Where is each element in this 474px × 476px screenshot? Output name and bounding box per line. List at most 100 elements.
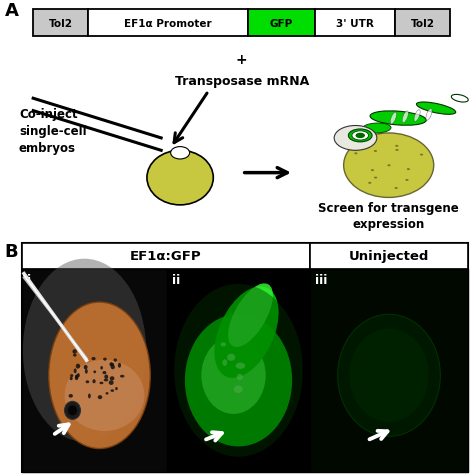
Ellipse shape — [70, 377, 73, 380]
Text: EF1α Promoter: EF1α Promoter — [124, 19, 212, 29]
Ellipse shape — [354, 153, 357, 155]
Ellipse shape — [348, 129, 372, 143]
FancyBboxPatch shape — [315, 10, 395, 37]
Ellipse shape — [227, 354, 235, 361]
Ellipse shape — [104, 379, 108, 382]
Ellipse shape — [426, 109, 432, 121]
FancyBboxPatch shape — [22, 243, 468, 472]
Ellipse shape — [147, 151, 213, 206]
FancyBboxPatch shape — [22, 269, 167, 472]
Ellipse shape — [221, 343, 226, 347]
Ellipse shape — [349, 329, 428, 422]
Ellipse shape — [420, 154, 423, 156]
Ellipse shape — [352, 131, 369, 141]
Ellipse shape — [70, 374, 73, 377]
Text: 3' UTR: 3' UTR — [336, 19, 374, 29]
FancyBboxPatch shape — [88, 10, 248, 37]
Ellipse shape — [236, 363, 245, 369]
Ellipse shape — [106, 392, 109, 395]
Ellipse shape — [370, 112, 426, 126]
Ellipse shape — [110, 365, 115, 369]
Ellipse shape — [174, 284, 303, 457]
Ellipse shape — [100, 366, 103, 370]
Ellipse shape — [234, 386, 243, 393]
Ellipse shape — [394, 188, 398, 189]
Ellipse shape — [222, 359, 227, 366]
Ellipse shape — [171, 147, 190, 159]
Ellipse shape — [64, 401, 81, 419]
Ellipse shape — [363, 124, 391, 134]
Ellipse shape — [344, 134, 434, 198]
Ellipse shape — [368, 182, 372, 184]
Ellipse shape — [49, 302, 150, 448]
Ellipse shape — [68, 406, 77, 416]
Ellipse shape — [69, 394, 73, 398]
Ellipse shape — [414, 110, 420, 122]
Text: Screen for transgene
expression: Screen for transgene expression — [319, 201, 459, 230]
Ellipse shape — [64, 360, 145, 431]
Ellipse shape — [114, 358, 117, 362]
FancyBboxPatch shape — [310, 269, 468, 472]
Ellipse shape — [84, 365, 88, 370]
Ellipse shape — [201, 337, 265, 414]
Ellipse shape — [73, 349, 77, 354]
Ellipse shape — [374, 177, 377, 179]
Ellipse shape — [85, 369, 88, 374]
Ellipse shape — [417, 103, 456, 115]
Ellipse shape — [100, 382, 103, 385]
Text: Tol2: Tol2 — [410, 19, 435, 29]
Text: Co-inject
single-cell
embryos: Co-inject single-cell embryos — [19, 108, 87, 155]
FancyBboxPatch shape — [310, 243, 468, 269]
Ellipse shape — [103, 358, 107, 361]
FancyBboxPatch shape — [33, 10, 88, 37]
Ellipse shape — [405, 179, 409, 181]
FancyBboxPatch shape — [22, 243, 310, 269]
Ellipse shape — [334, 126, 377, 151]
Ellipse shape — [120, 375, 125, 378]
Text: ii: ii — [172, 273, 180, 286]
Ellipse shape — [93, 371, 96, 374]
Text: +: + — [236, 52, 247, 66]
Ellipse shape — [77, 373, 80, 377]
Ellipse shape — [214, 287, 279, 378]
FancyBboxPatch shape — [248, 10, 315, 37]
Ellipse shape — [91, 357, 96, 360]
Ellipse shape — [118, 363, 121, 368]
Ellipse shape — [104, 375, 108, 379]
Text: B: B — [4, 242, 18, 260]
Ellipse shape — [374, 151, 377, 153]
Ellipse shape — [115, 387, 118, 390]
Ellipse shape — [228, 284, 273, 347]
Text: EF1α:GFP: EF1α:GFP — [130, 249, 202, 262]
Ellipse shape — [110, 363, 114, 366]
Ellipse shape — [337, 315, 440, 436]
Text: A: A — [5, 2, 18, 20]
Text: Uninjected: Uninjected — [349, 249, 429, 262]
Ellipse shape — [98, 395, 102, 399]
Ellipse shape — [75, 376, 78, 380]
Ellipse shape — [110, 377, 114, 381]
Ellipse shape — [402, 112, 408, 123]
Ellipse shape — [86, 380, 89, 384]
Ellipse shape — [109, 380, 114, 385]
Ellipse shape — [395, 149, 399, 152]
Ellipse shape — [387, 165, 391, 167]
Ellipse shape — [23, 259, 146, 442]
Ellipse shape — [88, 394, 91, 398]
Ellipse shape — [92, 379, 96, 384]
Ellipse shape — [391, 113, 396, 125]
Ellipse shape — [407, 169, 410, 171]
Ellipse shape — [110, 389, 114, 392]
FancyBboxPatch shape — [167, 269, 310, 472]
Ellipse shape — [76, 364, 80, 369]
FancyBboxPatch shape — [395, 10, 450, 37]
Ellipse shape — [371, 170, 374, 172]
Ellipse shape — [73, 354, 77, 357]
Ellipse shape — [237, 374, 243, 380]
Text: Tol2: Tol2 — [49, 19, 73, 29]
Text: i: i — [27, 273, 31, 286]
Text: GFP: GFP — [270, 19, 293, 29]
Ellipse shape — [74, 369, 77, 374]
Ellipse shape — [109, 363, 113, 367]
Ellipse shape — [395, 146, 399, 148]
